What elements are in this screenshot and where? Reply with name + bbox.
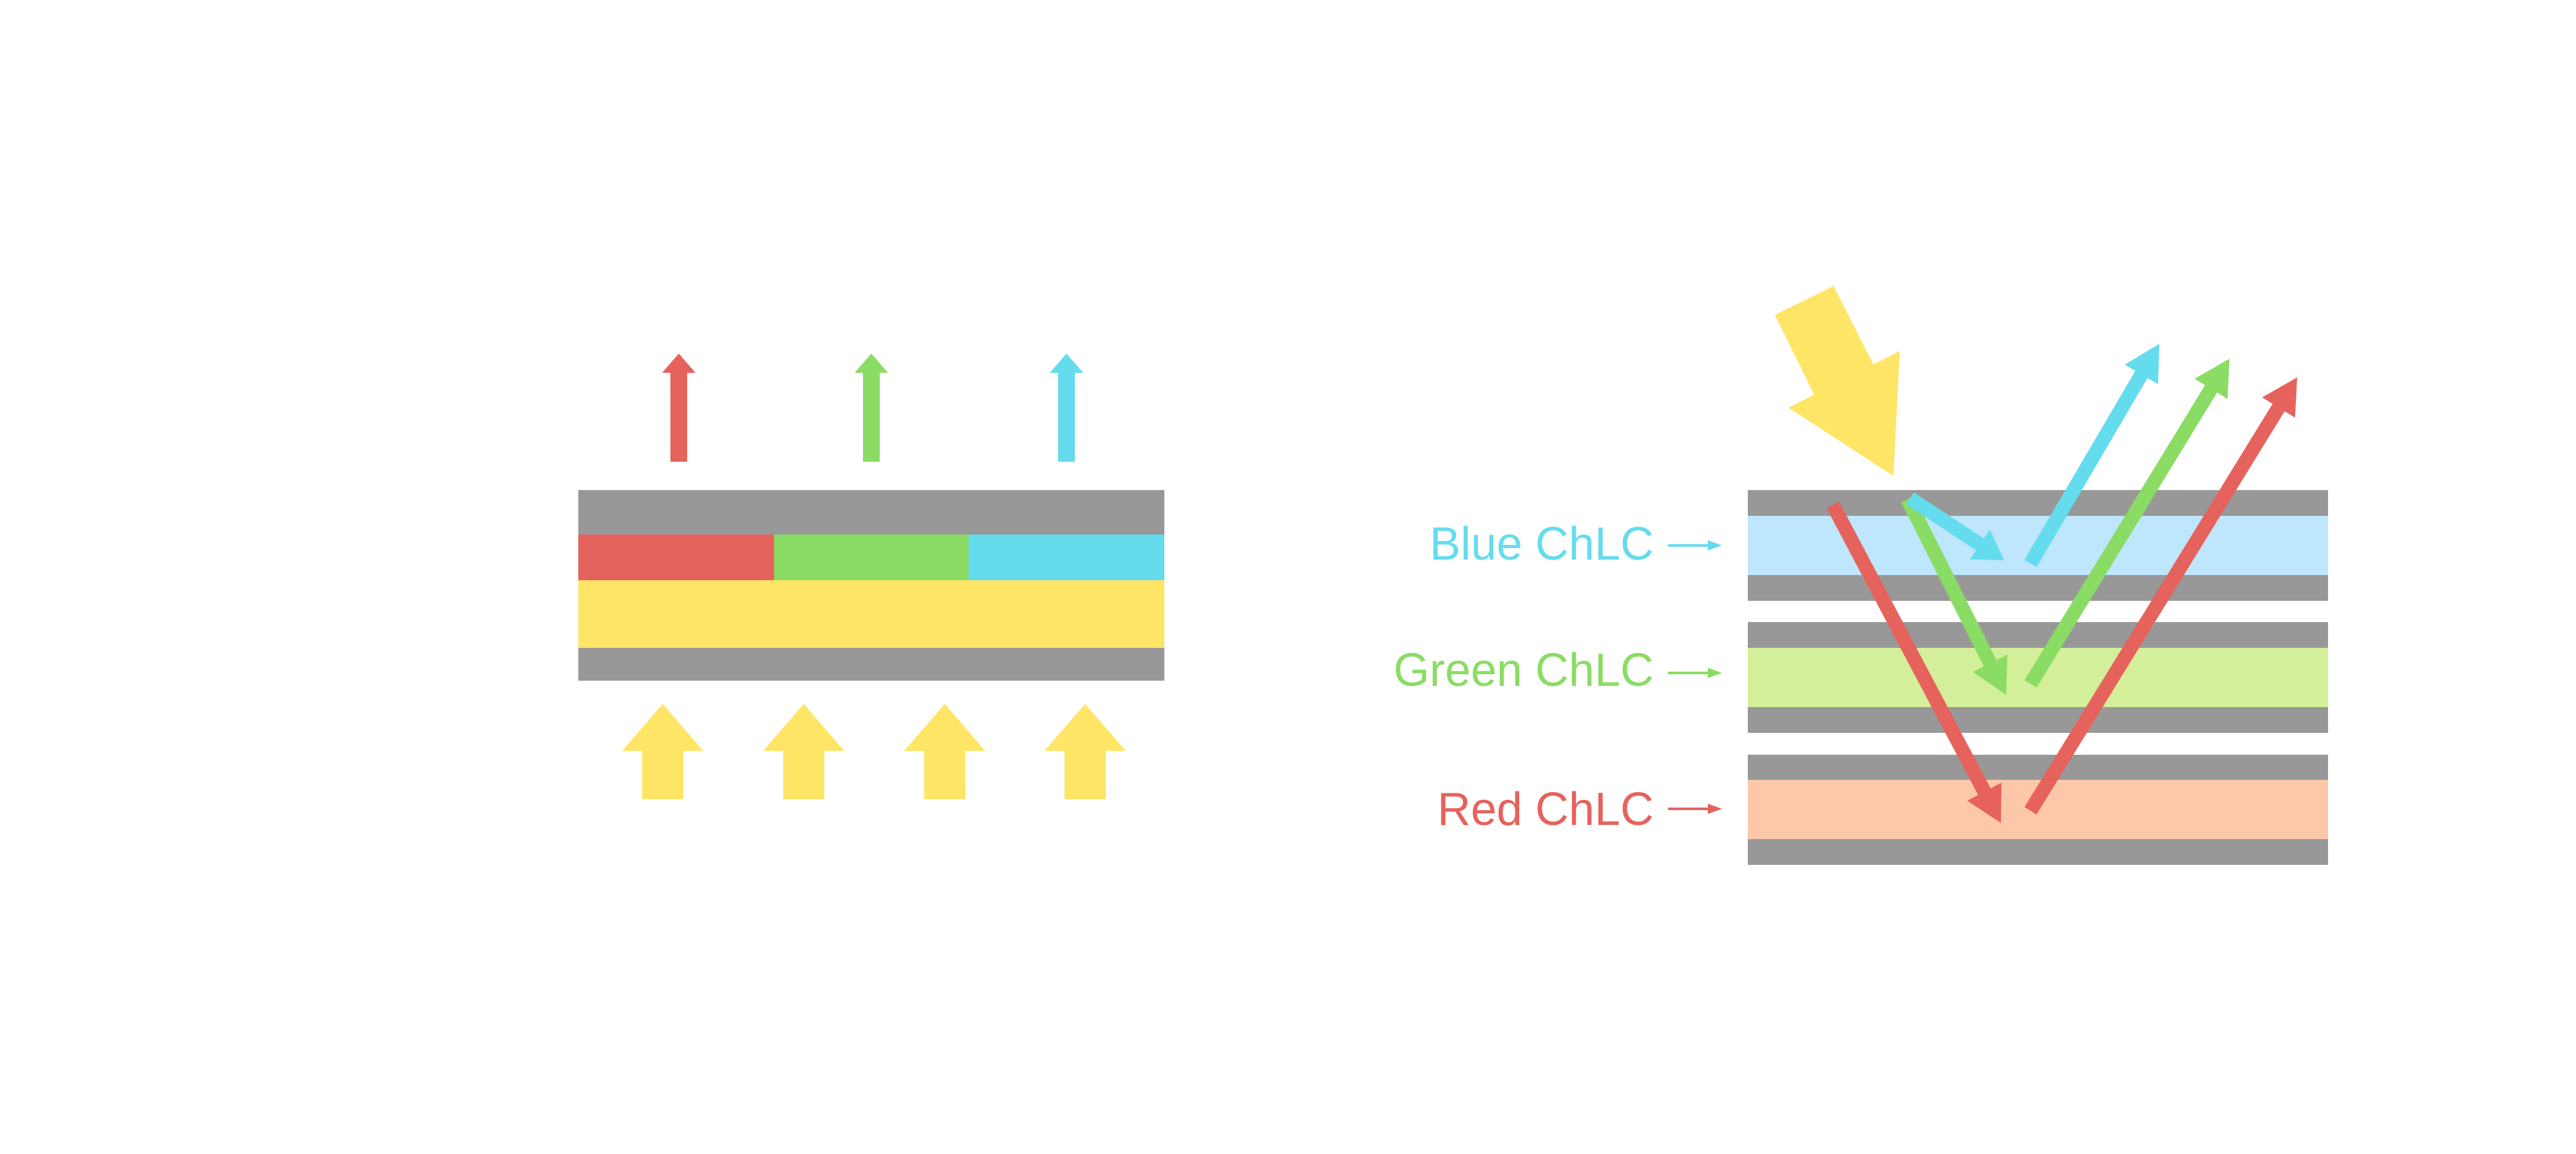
layer-labels: Blue ChLC Green ChLC Red ChLC bbox=[1394, 518, 1654, 835]
green-label-pointer-arrow bbox=[1668, 668, 1722, 678]
red-top-glass bbox=[1748, 755, 2328, 780]
backlight-arrow-3 bbox=[904, 704, 985, 799]
blue-light-arrow bbox=[1050, 354, 1083, 462]
red-chlc-label: Red ChLC bbox=[1437, 784, 1654, 835]
green-chlc-label: Green ChLC bbox=[1394, 645, 1654, 696]
red-bottom-glass bbox=[1748, 839, 2328, 865]
blue-incident-ray bbox=[1906, 492, 2004, 560]
green-reflected-ray bbox=[2024, 359, 2230, 688]
red-incident-ray bbox=[1826, 501, 2002, 823]
green-light-arrow bbox=[855, 354, 888, 462]
backlight-arrow-1 bbox=[622, 704, 703, 799]
green-incident-ray bbox=[1901, 496, 2008, 695]
green-top-glass bbox=[1748, 622, 2328, 648]
bottom-glass-layer bbox=[578, 648, 1164, 681]
backlight-arrows bbox=[622, 704, 1126, 799]
blue-reflected-ray bbox=[2024, 344, 2159, 567]
green-bottom-glass bbox=[1748, 707, 2328, 733]
backlight-arrow-4 bbox=[1045, 704, 1126, 799]
green-filter bbox=[774, 534, 969, 580]
label-pointer-arrows bbox=[1668, 540, 1722, 814]
blue-chlc-label: Blue ChLC bbox=[1430, 518, 1654, 570]
color-filter-stack bbox=[578, 490, 1164, 681]
backlight-layer bbox=[578, 580, 1164, 648]
reflected-light-rays bbox=[1826, 344, 2297, 823]
emitted-light-arrows bbox=[662, 354, 1083, 462]
red-filter bbox=[578, 534, 774, 580]
red-label-pointer-arrow bbox=[1668, 804, 1722, 814]
top-glass-layer bbox=[578, 490, 1164, 534]
blue-bottom-glass bbox=[1748, 575, 2328, 601]
blue-label-pointer-arrow bbox=[1668, 540, 1722, 551]
backlight-arrow-2 bbox=[763, 704, 844, 799]
incident-light-arrow bbox=[1775, 286, 1900, 476]
red-reflected-ray bbox=[2024, 377, 2297, 815]
blue-filter bbox=[969, 534, 1164, 580]
red-light-arrow bbox=[662, 354, 696, 462]
